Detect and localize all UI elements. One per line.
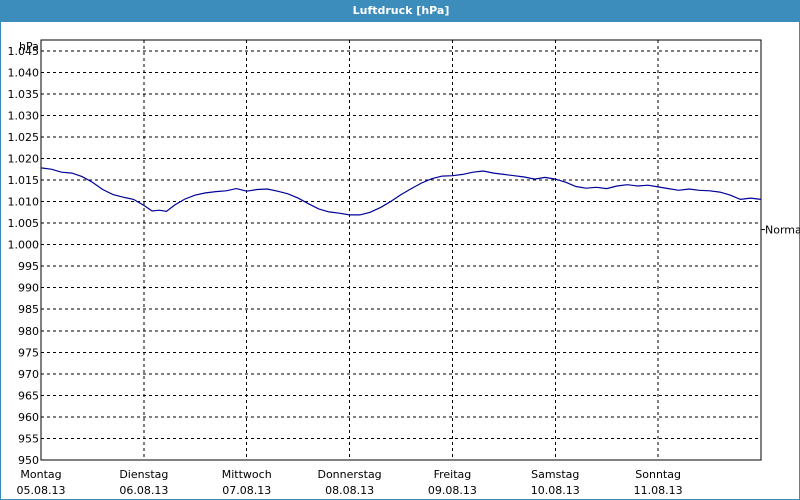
pressure-series-line [40,167,762,216]
plot-frame [40,39,762,461]
y-tick-label: 970 [18,368,39,381]
x-tick-date: 08.08.13 [325,484,374,497]
y-tick-label: 1.030 [8,109,40,122]
x-tick-day: Freitag [434,468,472,481]
y-tick-label: 1.025 [8,131,40,144]
y-tick-label: 960 [18,411,39,424]
y-tick-label: 955 [18,432,39,445]
x-tick-day: Montag [20,468,61,481]
x-tick-day: Samstag [531,468,579,481]
y-tick-label: 985 [18,303,39,316]
x-tick-date: 06.08.13 [119,484,168,497]
x-tick-day: Donnerstag [317,468,381,481]
y-tick-label: 950 [18,454,39,467]
normal-reference-label: Normal [765,224,800,237]
y-tick-label: 975 [18,346,39,359]
y-tick-label: 990 [18,282,39,295]
y-tick-label: 965 [18,389,39,402]
x-tick-date: 10.08.13 [531,484,580,497]
x-tick-date: 09.08.13 [428,484,477,497]
y-tick-label: 1.010 [8,196,40,209]
y-tick-label: 1.015 [8,174,40,187]
chart-title: Luftdruck [hPa] [1,0,800,22]
y-tick-label: 1.005 [8,217,40,230]
y-tick-label: 1.035 [8,88,40,101]
y-unit-label: hPa [19,40,39,53]
x-tick-day: Mittwoch [222,468,272,481]
y-tick-label: 1.020 [8,152,40,165]
y-tick-label: 1.000 [8,239,40,252]
x-tick-date: 07.08.13 [222,484,271,497]
y-tick-label: 995 [18,260,39,273]
y-tick-label: 1.045 [8,45,40,58]
x-tick-date: 05.08.13 [17,484,66,497]
x-tick-date: 11.08.13 [634,484,683,497]
x-tick-day: Dienstag [119,468,168,481]
y-tick-label: 980 [18,325,39,338]
x-tick-day: Sonntag [635,468,681,481]
y-tick-label: 1.040 [8,66,40,79]
